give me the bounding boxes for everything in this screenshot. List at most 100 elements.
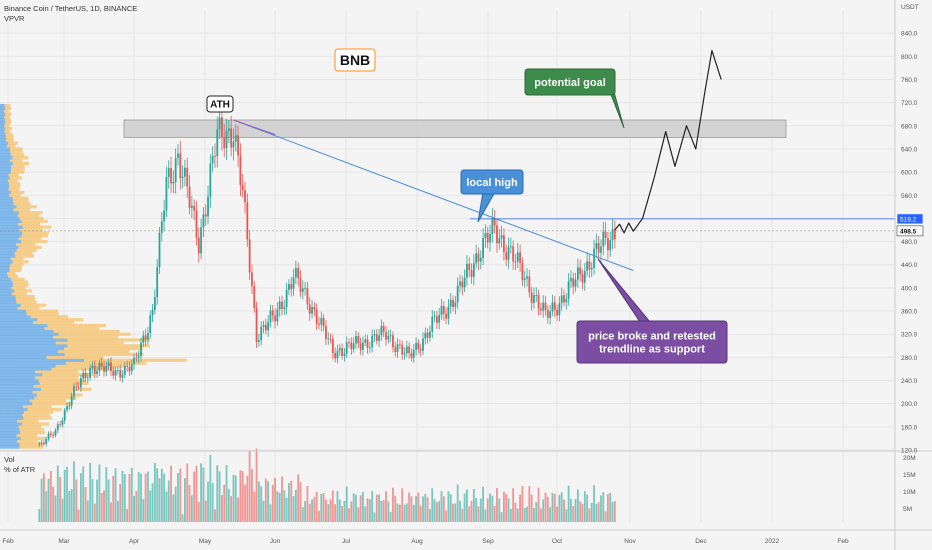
y-tick-label: 640.0 (901, 146, 918, 153)
volume-bar (274, 478, 276, 522)
vpvr-bar-up (13, 161, 30, 166)
vpvr-bar-down (0, 118, 5, 122)
y-tick-label: 600.0 (901, 170, 918, 177)
candle-body (82, 372, 85, 379)
candle-body (257, 340, 260, 342)
candle-body (429, 331, 431, 338)
volume-bar (343, 501, 346, 522)
vpvr-bar-up (18, 222, 41, 226)
candle-body (304, 287, 307, 289)
volume-bar (223, 484, 226, 522)
volume-bar (405, 503, 408, 522)
candle-body (38, 443, 41, 445)
volume-bar (366, 498, 369, 522)
volume-bar (362, 491, 364, 522)
atr-indicator-label[interactable]: % of ATR (4, 465, 36, 474)
candle-body (519, 252, 521, 263)
volume-bar (190, 495, 193, 522)
candle-body (209, 163, 212, 197)
candle-body (611, 229, 614, 241)
candle-body (405, 346, 408, 354)
vpvr-bar-down (0, 341, 56, 345)
vpvr-bar-up (44, 326, 99, 331)
candle-body (588, 261, 591, 270)
vpvr-bar-up (4, 103, 11, 108)
volume-bar (200, 463, 202, 522)
volume-bar (40, 478, 43, 522)
candle-body (232, 141, 235, 148)
vpvr-bar-up (11, 167, 25, 171)
vpvr-bar-up (55, 341, 124, 345)
candle-body (320, 318, 323, 325)
vpvr-bar-down (0, 138, 7, 142)
volume-bar (160, 468, 163, 522)
candle-body (262, 324, 265, 327)
volume-bar (158, 478, 161, 522)
volume-bar (440, 491, 443, 522)
vpvr-bar-up (5, 132, 13, 137)
candle-body (116, 369, 119, 371)
volume-bar (542, 499, 545, 522)
candle-body (343, 353, 346, 356)
candle-body (503, 235, 505, 253)
candle-body (107, 362, 110, 366)
vpvr-bar-up (12, 156, 29, 160)
candle-body (398, 344, 401, 346)
volume-bar (355, 494, 357, 522)
candle-body (181, 176, 184, 179)
volume-indicator-label[interactable]: Vol (4, 455, 15, 464)
candle-body (98, 362, 101, 371)
vpvr-bar-up (33, 321, 74, 325)
vpvr-bar-up (22, 422, 49, 426)
candle-body (419, 349, 422, 351)
candle-body (595, 243, 598, 249)
volume-bar (246, 475, 249, 522)
vpvr-indicator-label[interactable]: VPVR (4, 14, 25, 23)
volume-bar (290, 480, 293, 522)
candle-body (165, 176, 168, 211)
volume-bar (54, 495, 57, 522)
candle-body (338, 348, 341, 351)
y-tick-label: 440.0 (901, 262, 918, 269)
vpvr-bar-up (5, 112, 12, 116)
volume-bar (611, 501, 614, 522)
vpvr-bar-down (0, 176, 10, 180)
candle-body (607, 238, 609, 251)
volume-bar (188, 485, 191, 522)
volume-bar (156, 468, 159, 522)
volume-bar (613, 501, 616, 522)
vpvr-bar-down (0, 147, 11, 151)
vpvr-bar-down (0, 179, 8, 183)
candle-body (378, 335, 380, 341)
vpvr-bar-up (18, 245, 42, 249)
vpvr-bar-up (5, 127, 13, 131)
vpvr-bar-up (10, 257, 24, 261)
volume-bar (269, 504, 272, 522)
candle-body (140, 342, 142, 357)
vpvr-bar-up (5, 106, 12, 111)
volume-bar (91, 479, 94, 522)
volume-bar (401, 488, 404, 522)
vpvr-bar-down (0, 173, 9, 177)
volume-bar (442, 496, 445, 522)
candle-body (533, 295, 535, 303)
candle-body (364, 339, 367, 343)
candle-body (195, 210, 198, 238)
vpvr-bar-up (16, 205, 37, 209)
vpvr-bar-down (0, 286, 12, 290)
volume-bar (308, 503, 311, 522)
symbol-title[interactable]: Binance Coin / TetherUS, 1D, BINANCE (4, 4, 138, 13)
vpvr-bar-up (9, 182, 21, 186)
vpvr-bar-up (6, 144, 16, 148)
y-tick-label: 320.0 (901, 332, 918, 339)
vpvr-bar-up (17, 213, 40, 218)
volume-bar (86, 500, 89, 522)
volume-bar (364, 506, 367, 522)
vpvr-profile (0, 103, 187, 449)
vpvr-bar-down (0, 381, 40, 386)
vpvr-bar-down (0, 190, 12, 194)
x-tick-label: Apr (129, 538, 140, 545)
candle-body (482, 238, 484, 258)
candle-body (70, 396, 73, 406)
vpvr-bar-up (11, 190, 25, 194)
